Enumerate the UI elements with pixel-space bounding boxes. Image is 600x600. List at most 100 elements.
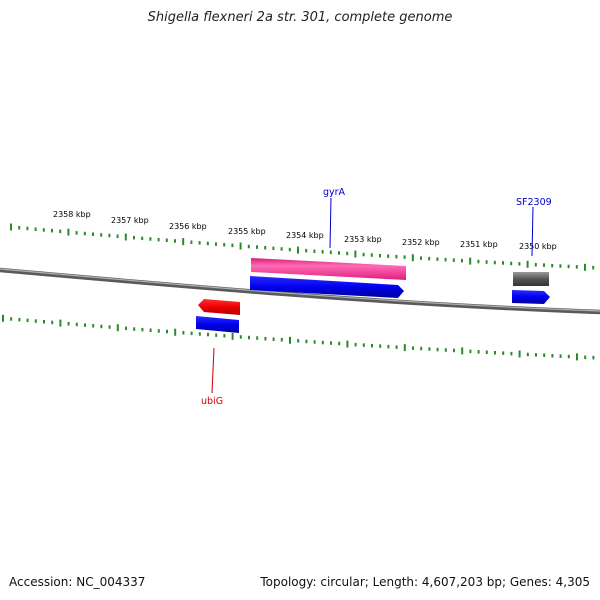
minor-tick (461, 258, 463, 263)
minor-tick (215, 333, 218, 337)
cds-SF2309[interactable] (512, 290, 550, 304)
minor-tick (149, 237, 152, 241)
scale-label: 2351 kbp (460, 240, 498, 249)
scale-label: 2358 kbp (53, 210, 91, 219)
minor-tick (59, 229, 62, 234)
gene-ubiG[interactable] (198, 299, 240, 315)
minor-tick (247, 244, 250, 249)
minor-tick (100, 324, 103, 329)
major-tick (2, 314, 4, 322)
minor-tick (551, 354, 554, 358)
minor-tick (453, 348, 455, 353)
minor-tick (190, 331, 193, 336)
minor-tick (272, 246, 275, 251)
minor-tick (174, 239, 176, 243)
gene-label-ubiG[interactable]: ubiG (201, 396, 223, 407)
minor-tick (231, 243, 234, 248)
major-tick (174, 328, 177, 336)
minor-tick (288, 247, 291, 252)
minor-tick (108, 233, 111, 238)
scale-label: 2354 kbp (286, 231, 324, 240)
minor-tick (313, 249, 316, 253)
minor-tick (166, 329, 168, 334)
scale-label: 2355 kbp (228, 227, 266, 236)
minor-tick (215, 242, 217, 246)
gene-label-SF2309[interactable]: SF2309 (516, 197, 552, 208)
minor-tick (18, 317, 21, 322)
minor-tick (43, 320, 45, 324)
minor-tick (272, 337, 275, 341)
major-tick (411, 254, 414, 262)
minor-tick (10, 317, 13, 321)
cds-gyrA[interactable] (250, 276, 404, 298)
minor-tick (379, 253, 381, 258)
scale-label: 2350 kbp (519, 242, 557, 251)
major-tick (354, 250, 357, 258)
minor-tick (543, 263, 545, 267)
minor-tick (198, 332, 201, 336)
minor-tick (494, 351, 496, 355)
minor-tick (387, 344, 390, 349)
minor-tick (330, 341, 332, 345)
minor-tick (510, 351, 513, 356)
label-line-SF2309 (531, 206, 534, 257)
minor-tick (141, 236, 144, 241)
minor-tick (535, 353, 537, 357)
accession-text: Accession: NC_004337 (9, 575, 146, 589)
minor-tick (125, 326, 127, 331)
major-tick (231, 332, 234, 340)
minor-tick (567, 354, 570, 359)
minor-tick (198, 241, 201, 245)
minor-tick (207, 332, 209, 337)
minor-tick (518, 262, 521, 266)
scale-label: 2356 kbp (169, 222, 207, 231)
major-tick (297, 246, 299, 254)
gene-gyrA[interactable] (251, 258, 406, 280)
minor-tick (477, 259, 480, 264)
minor-tick (559, 354, 562, 358)
minor-tick (313, 340, 316, 344)
map-title: Shigella flexneri 2a str. 301, complete … (147, 10, 453, 25)
major-tick (10, 223, 12, 231)
minor-tick (354, 342, 357, 347)
minor-tick (444, 257, 447, 262)
minor-tick (452, 258, 455, 262)
minor-tick (297, 339, 300, 343)
major-tick (289, 336, 291, 344)
minor-tick (379, 344, 382, 348)
major-tick (182, 238, 185, 246)
major-tick (518, 350, 521, 358)
major-tick (576, 353, 578, 361)
label-line-ubiG (211, 347, 215, 394)
minor-tick (534, 263, 537, 267)
minor-tick (321, 250, 324, 254)
minor-tick (543, 353, 546, 357)
minor-tick (75, 322, 78, 327)
minor-tick (305, 339, 308, 344)
minor-tick (329, 250, 332, 255)
minor-tick (206, 241, 209, 246)
scale-label: 2352 kbp (402, 238, 440, 247)
minor-tick (477, 350, 480, 354)
minor-tick (18, 226, 21, 230)
major-tick (67, 228, 70, 236)
cds-ubiG[interactable] (196, 316, 239, 333)
major-tick (59, 319, 62, 327)
major-tick (526, 260, 529, 268)
minor-tick (370, 253, 373, 257)
minor-tick (362, 252, 365, 257)
gene-label-gyrA[interactable]: gyrA (323, 187, 346, 198)
minor-tick (403, 255, 406, 259)
minor-tick (551, 263, 554, 268)
minor-tick (157, 329, 160, 333)
minor-tick (248, 335, 250, 340)
minor-tick (100, 233, 103, 237)
minor-tick (395, 254, 398, 259)
gene-SF2309[interactable] (513, 272, 549, 286)
minor-tick (34, 227, 37, 231)
label-line-gyrA (329, 197, 332, 249)
minor-tick (133, 327, 136, 331)
minor-tick (92, 232, 94, 236)
minor-tick (182, 331, 185, 335)
